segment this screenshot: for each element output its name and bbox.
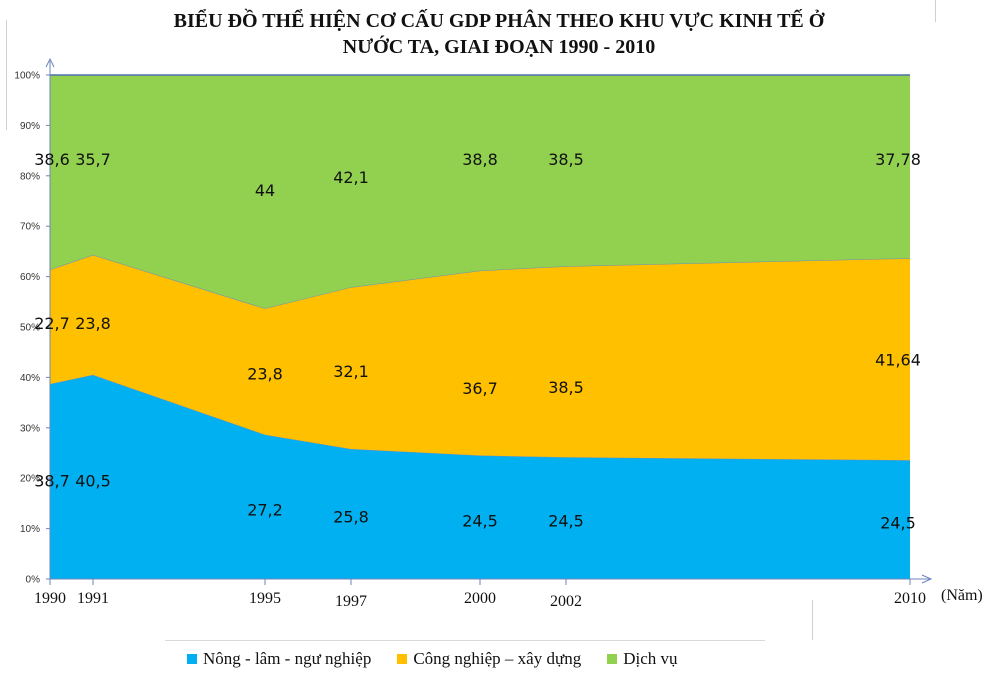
frame-line: [6, 20, 7, 130]
data-label: 24,5: [462, 512, 498, 531]
data-label: 41,64: [875, 350, 921, 369]
y-tick-label: 60%: [20, 272, 40, 283]
chart-title-line-2: NƯỚC TA, GIAI ĐOẠN 1990 - 2010: [342, 36, 656, 58]
x-tick-label: 1997: [335, 593, 367, 610]
legend-label: Nông - lâm - ngư nghiệp: [203, 648, 372, 668]
data-label: 32,1: [333, 362, 369, 381]
data-label: 24,5: [880, 514, 916, 533]
data-label: 40,5: [75, 472, 111, 491]
x-tick-label: 2002: [550, 593, 582, 610]
x-axis-label: (Năm): [941, 587, 983, 604]
legend-item-nong-lam-ngu-nghiep: Nông - lâm - ngư nghiệp: [187, 649, 371, 669]
chart-title: BIỂU ĐỒ THỂ HIỆN CƠ CẤU GDP PHÂN THEO KH…: [0, 8, 998, 60]
legend-swatch: [187, 653, 197, 664]
y-tick-label: 70%: [20, 222, 40, 233]
area-chart: 0% 10% 20% 30% 40% 50% 60% 70% 80% 90% 100% 1990 199…: [14, 57, 983, 610]
y-tick-label: 40%: [20, 373, 40, 384]
legend-swatch: [397, 653, 408, 664]
y-tick-label: 20%: [20, 474, 40, 485]
x-axis-arrow: [921, 574, 933, 584]
x-tick-label: 1995: [249, 590, 281, 607]
x-tick-label: 2000: [464, 590, 496, 607]
data-label: 38,7: [34, 472, 70, 491]
y-tick-label: 50%: [20, 323, 40, 334]
data-label: 23,8: [247, 364, 283, 383]
data-label: 44: [255, 181, 275, 200]
legend-label: Công nghiệp – xây dựng: [413, 648, 582, 668]
chart-title-line-1: BIỂU ĐỒ THỂ HIỆN CƠ CẤU GDP PHÂN THEO KH…: [173, 10, 825, 32]
legend-item-dich-vu: Dịch vụ: [607, 648, 678, 669]
data-label: 38,6: [34, 150, 70, 169]
data-label: 38,5: [548, 378, 584, 397]
data-label: 37,78: [875, 150, 921, 169]
data-label: 24,5: [548, 512, 584, 531]
data-label: 35,7: [75, 150, 111, 169]
data-label: 38,5: [548, 150, 584, 169]
data-label: 42,1: [333, 168, 369, 187]
y-tick-label: 100%: [14, 71, 40, 82]
x-tick-label: 2010: [894, 590, 926, 607]
x-tick-label: 1990: [34, 590, 66, 607]
legend: Nông - lâm - ngư nghiệp Công nghiệp – xâ…: [165, 640, 765, 676]
data-label: 22,7: [34, 314, 70, 333]
y-tick-label: 10%: [20, 524, 40, 535]
y-tick-label: 0%: [26, 575, 41, 586]
legend-item-cong-nghiep-xay-dung: Công nghiệp – xây dựng: [397, 649, 581, 669]
area-series-0: [50, 374, 910, 579]
axes-layer: 0% 10% 20% 30% 40% 50% 60% 70% 80% 90% 100% 1990 199…: [14, 57, 983, 610]
y-tick-label: 90%: [20, 121, 40, 132]
area-layer: [49, 74, 911, 579]
x-tick-label: 1991: [77, 590, 109, 607]
data-label: 25,8: [333, 508, 369, 527]
frame-line: [935, 0, 936, 22]
data-label: 38,8: [462, 150, 498, 169]
frame-line: [812, 600, 813, 640]
area-series-2: [50, 75, 910, 309]
y-axis-arrow: [45, 57, 55, 68]
y-tick-label: 80%: [20, 171, 40, 182]
data-label: 23,8: [75, 314, 111, 333]
legend-label: Dịch vụ: [623, 648, 678, 668]
y-tick-label: 30%: [20, 423, 40, 434]
legend-swatch: [607, 653, 618, 664]
data-label: 27,2: [247, 500, 283, 519]
data-label: 36,7: [462, 379, 498, 398]
data-label-layer: 38,7 40,5 27,2 25,8 24,5 24,5 24,5 22,7 23,8 23,8…: [34, 150, 921, 532]
area-series-1: [50, 254, 910, 461]
